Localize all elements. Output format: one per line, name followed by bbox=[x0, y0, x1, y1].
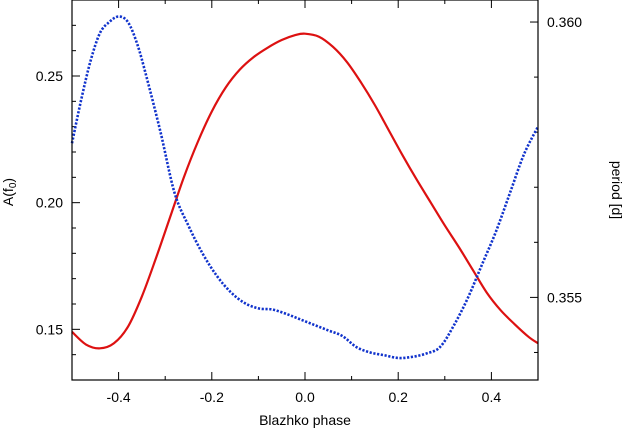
axis-ticks bbox=[71, 0, 539, 381]
y-left-axis-label-sub: 0 bbox=[8, 182, 19, 188]
y-right-tick-label: 0.355 bbox=[547, 289, 582, 305]
x-axis-label: Blazhko phase bbox=[259, 412, 351, 428]
x-tick-label: -0.4 bbox=[107, 389, 131, 405]
y-left-tick-label: 0.25 bbox=[36, 68, 63, 84]
y-left-tick-label: 0.15 bbox=[36, 321, 63, 337]
tick-labels: -0.4 -0.2 0.0 0.2 0.4 0.15 0.20 0.25 0.355 0.360 bbox=[36, 14, 582, 405]
series-amplitude-line bbox=[71, 32, 539, 350]
y-left-axis-label-close: ) bbox=[0, 178, 16, 183]
series-layer bbox=[70, 15, 540, 360]
x-tick-label: -0.2 bbox=[200, 389, 224, 405]
y-left-tick-label: 0.20 bbox=[36, 195, 63, 211]
y-left-axis-label-main: A(f bbox=[0, 188, 16, 206]
y-right-tick-label: 0.360 bbox=[547, 14, 582, 30]
series-period-line bbox=[70, 15, 540, 360]
y-left-axis-label: A(f0) bbox=[0, 178, 19, 206]
x-tick-label: 0.0 bbox=[295, 389, 315, 405]
plot-frame bbox=[71, 0, 539, 381]
x-tick-label: 0.2 bbox=[388, 389, 408, 405]
x-tick-label: 0.4 bbox=[482, 389, 502, 405]
y-right-axis-label: period [d] bbox=[609, 161, 622, 219]
